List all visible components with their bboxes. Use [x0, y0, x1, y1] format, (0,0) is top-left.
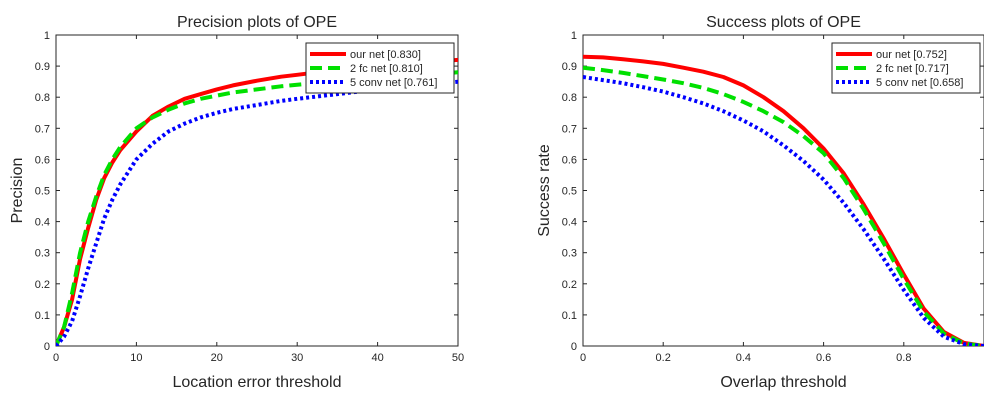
y-tick-label: 0.1 — [35, 310, 50, 322]
series-line-3 — [56, 79, 458, 346]
x-axis-label: Location error threshold — [173, 374, 342, 391]
x-tick-label: 40 — [371, 352, 383, 364]
legend: our net [0.752] 2 fc net [0.717] 5 conv ne… — [831, 42, 981, 94]
x-tick-label: 0.4 — [736, 352, 751, 364]
series-line-2 — [583, 65, 984, 346]
x-tick-label: 0.2 — [656, 352, 671, 364]
y-tick-label: 0 — [44, 341, 50, 353]
y-tick-label: 0.2 — [562, 279, 577, 291]
y-tick-label: 0.8 — [562, 92, 577, 104]
y-tick-label: 0.5 — [562, 186, 577, 198]
y-tick-label: 0.4 — [35, 217, 50, 229]
y-tick-label: 0.9 — [35, 61, 50, 73]
y-axis-label: Precision — [9, 158, 26, 224]
x-tick-label: 30 — [291, 352, 303, 364]
legend-entry: our net [0.830] — [350, 49, 421, 61]
y-tick-label: 0 — [571, 341, 577, 353]
x-tick-label: 0.8 — [896, 352, 911, 364]
y-tick-label: 0.6 — [562, 154, 577, 166]
chart-title: Success plots of OPE — [706, 14, 861, 31]
x-tick-label: 0.6 — [816, 352, 831, 364]
x-axis-label: Overlap threshold — [720, 374, 846, 391]
y-tick-label: 0.9 — [562, 61, 577, 73]
legend-entry: 2 fc net [0.810] — [350, 63, 423, 75]
series-line-3 — [583, 75, 984, 346]
x-tick-label: 0 — [580, 352, 586, 364]
y-tick-label: 1 — [571, 30, 577, 42]
y-tick-label: 0.1 — [562, 310, 577, 322]
success-plot: 0 0.1 0.2 0.3 0.4 0.5 0.6 0.7 0.8 0.9 1 0 0.2 0.4 0.6 0… — [536, 14, 984, 391]
x-tick-label: 0 — [53, 352, 59, 364]
legend-entry: 5 conv net [0.658] — [876, 77, 963, 89]
y-tick-label: 0.3 — [35, 248, 50, 260]
y-tick-label: 0.7 — [35, 123, 50, 135]
legend-entry: 5 conv net [0.761] — [350, 77, 437, 89]
legend: our net [0.830] 2 fc net [0.810] 5 conv ne… — [305, 42, 455, 94]
y-tick-label: 1 — [44, 30, 50, 42]
x-tick-label: 10 — [130, 352, 142, 364]
x-tick-label: 20 — [211, 352, 223, 364]
y-axis-label: Success rate — [536, 144, 553, 237]
y-tick-label: 0.4 — [562, 217, 577, 229]
y-tick-label: 0.6 — [35, 154, 50, 166]
y-tick-label: 0.8 — [35, 92, 50, 104]
x-tick-label: 50 — [452, 352, 464, 364]
precision-plot: 00.10.20.30.40.50.60.70.80.910 10 20 30 40 50… — [9, 14, 464, 391]
y-tick-label: 0.7 — [562, 123, 577, 135]
legend-entry: 2 fc net [0.717] — [876, 63, 949, 75]
y-tick-label: 0.3 — [562, 248, 577, 260]
y-tick-label: 0.2 — [35, 279, 50, 291]
y-tick-label: 0.5 — [35, 186, 50, 198]
legend-entry: our net [0.752] — [876, 49, 947, 61]
chart-title: Precision plots of OPE — [177, 14, 337, 31]
